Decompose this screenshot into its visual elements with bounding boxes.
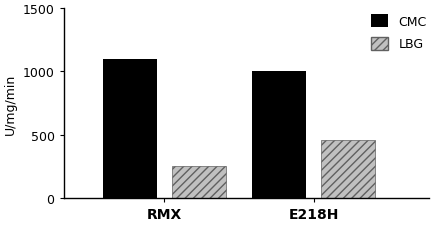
Legend: CMC, LBG: CMC, LBG (367, 11, 431, 55)
Bar (253, 72, 306, 198)
Bar (102, 59, 157, 198)
Y-axis label: U/mg/min: U/mg/min (4, 73, 17, 134)
Bar (322, 140, 375, 198)
Bar (171, 166, 226, 198)
